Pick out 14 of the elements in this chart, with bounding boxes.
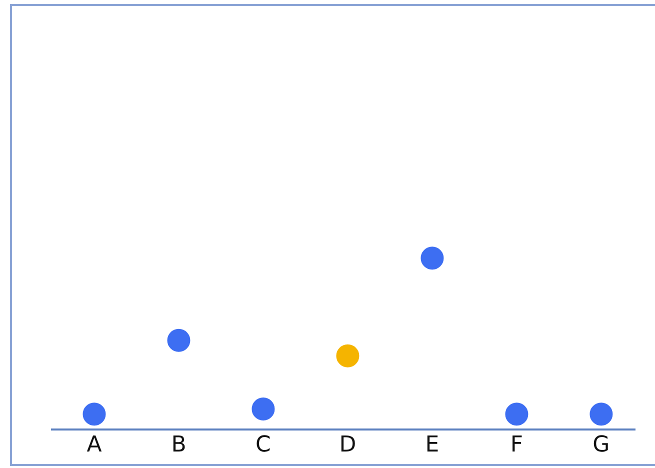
point xyxy=(505,402,528,426)
point xyxy=(336,344,360,368)
x-tick-label: F xyxy=(510,432,524,458)
x-tick-label: E xyxy=(425,432,440,458)
x-tick-label: C xyxy=(256,432,271,458)
x-tick-label: B xyxy=(171,432,186,458)
point xyxy=(420,246,444,270)
x-tick-label: A xyxy=(86,432,102,458)
point xyxy=(590,402,613,426)
point xyxy=(252,398,275,421)
point xyxy=(167,328,190,352)
x-tick-label: D xyxy=(339,432,356,458)
x-tick-label: G xyxy=(592,432,610,458)
point xyxy=(82,402,106,426)
